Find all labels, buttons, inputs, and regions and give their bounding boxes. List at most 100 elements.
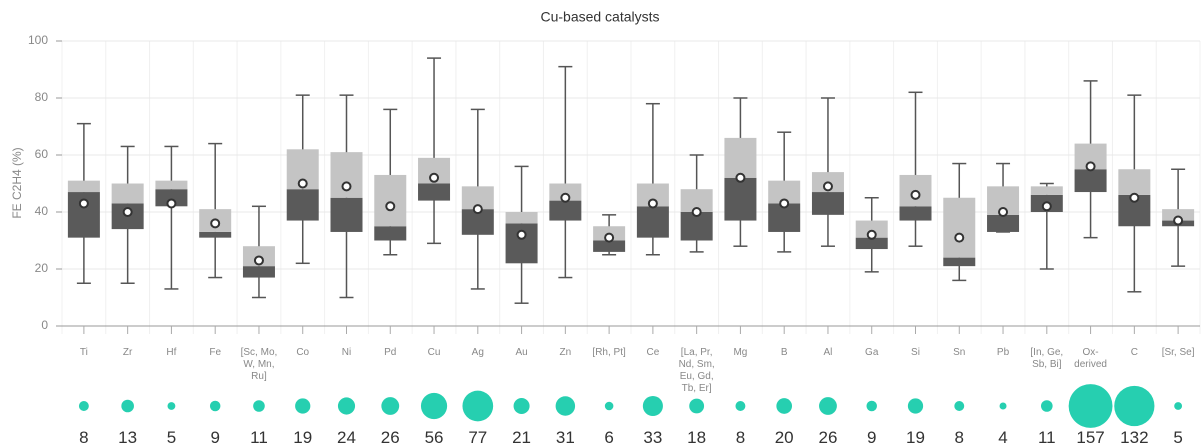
x-tick-label: Zr — [122, 347, 133, 358]
box-upper — [549, 183, 582, 201]
x-tick-label: Au — [515, 347, 528, 358]
box-lower — [987, 214, 1020, 232]
y-tick-label: 100 — [28, 33, 48, 47]
mean-marker — [735, 172, 746, 183]
count-bubble — [1041, 400, 1053, 412]
x-tick-label: Pd — [384, 347, 397, 358]
box-upper — [374, 174, 407, 227]
count-label: 21 — [512, 428, 532, 447]
count-bubble — [604, 401, 614, 411]
x-tick-label: Al — [823, 347, 833, 358]
box-upper — [1118, 169, 1151, 195]
mean-marker — [822, 181, 833, 192]
count-bubble — [735, 401, 746, 411]
x-tick-label: Ga — [865, 347, 879, 358]
mean-marker — [297, 178, 308, 189]
mean-marker — [78, 198, 89, 209]
count-bubble — [954, 401, 965, 411]
count-label: 19 — [906, 428, 925, 447]
count-label: 11 — [250, 428, 268, 447]
box-lower — [155, 189, 188, 207]
mean-marker — [998, 207, 1009, 217]
count-bubble — [689, 398, 705, 414]
count-bubble — [907, 398, 924, 414]
x-tick-label: Cu — [427, 347, 441, 358]
box-upper — [1030, 186, 1063, 195]
x-tick-label: B — [780, 347, 788, 358]
box-upper — [855, 220, 888, 238]
x-tick-label: Ce — [646, 347, 660, 358]
box-upper — [155, 180, 188, 190]
count-label: 132 — [1120, 428, 1149, 447]
count-bubble — [555, 396, 576, 416]
mean-marker — [253, 255, 264, 266]
mean-marker — [647, 198, 658, 209]
box-upper — [111, 183, 144, 204]
mean-marker — [604, 232, 615, 243]
mean-marker — [122, 207, 133, 217]
x-tick-label: [La, Pr, Nd, Sm, Eu, Gd, Tb, Er] — [678, 347, 715, 394]
mean-marker — [691, 207, 702, 217]
box-lower — [505, 223, 538, 264]
count-label: 9 — [866, 428, 877, 447]
box-upper — [67, 180, 100, 193]
count-label: 31 — [555, 428, 575, 447]
count-label: 56 — [424, 428, 444, 447]
count-bubble — [78, 401, 89, 411]
mean-marker — [210, 218, 221, 229]
count-bubble — [819, 397, 837, 415]
x-tick-label: Ag — [471, 347, 484, 358]
mean-marker — [1173, 215, 1184, 226]
y-tick-label: 0 — [41, 318, 48, 332]
mean-marker — [166, 198, 177, 209]
x-tick-label: [Sc, Mo, W, Mn, Ru] — [240, 347, 278, 382]
box-lower — [374, 226, 407, 241]
count-label: 18 — [687, 428, 707, 447]
box-lower — [1074, 169, 1107, 193]
box-upper — [680, 189, 713, 212]
box-upper — [943, 197, 976, 258]
count-label: 26 — [380, 428, 400, 447]
mean-marker — [954, 232, 965, 243]
box-lower — [855, 237, 888, 250]
box-lower — [811, 192, 844, 215]
count-label: 5 — [166, 428, 177, 447]
chart-title: Cu-based catalysts — [540, 9, 659, 25]
count-bubble — [420, 392, 448, 420]
x-tick-label: Hf — [166, 347, 177, 358]
mean-marker — [560, 192, 571, 203]
count-label: 6 — [604, 428, 614, 447]
count-label: 24 — [337, 428, 356, 447]
box-upper — [461, 186, 494, 210]
x-tick-label: [Rh, Pt] — [592, 347, 626, 358]
y-tick-label: 40 — [35, 204, 49, 218]
mean-marker — [341, 181, 352, 192]
box-upper — [724, 137, 757, 178]
count-bubble — [121, 399, 134, 413]
count-label: 8 — [954, 428, 964, 447]
box-lower — [724, 177, 757, 221]
mean-marker — [429, 172, 440, 183]
box-upper — [505, 212, 538, 224]
count-bubble — [1174, 402, 1183, 410]
count-label: 77 — [468, 428, 488, 447]
count-bubble — [462, 390, 494, 422]
x-tick-label: Zn — [559, 347, 572, 358]
y-tick-label: 60 — [35, 147, 49, 161]
y-tick-label: 20 — [35, 261, 49, 275]
count-bubble — [642, 395, 663, 417]
count-label: 11 — [1037, 428, 1056, 447]
mean-marker — [779, 198, 790, 209]
x-tick-label: C — [1130, 347, 1138, 358]
x-tick-label: Ti — [79, 347, 88, 358]
x-tick-label: Si — [911, 347, 920, 358]
count-bubble — [1114, 385, 1155, 427]
count-bubble — [513, 397, 530, 415]
count-label: 5 — [1173, 428, 1183, 447]
box-lower — [286, 189, 319, 221]
count-bubble — [866, 400, 877, 412]
box-upper — [768, 180, 801, 204]
count-label: 33 — [643, 428, 663, 447]
